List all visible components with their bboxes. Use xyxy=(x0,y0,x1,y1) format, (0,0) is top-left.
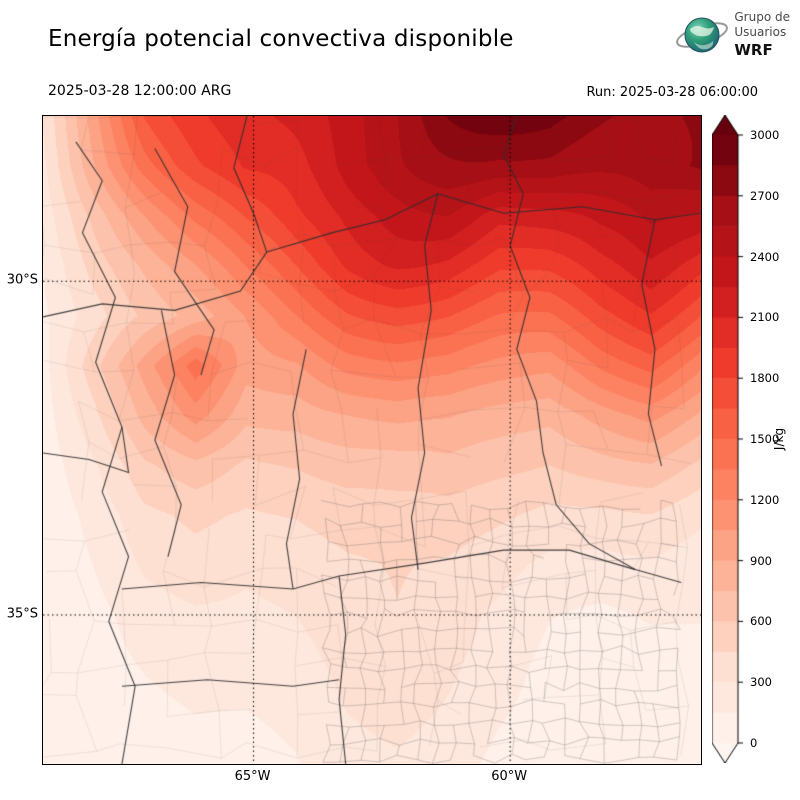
map-canvas xyxy=(43,116,701,764)
logo-line-wrf: WRF xyxy=(734,41,773,59)
y-axis-tick-label: 30°S xyxy=(6,272,38,288)
wrf-logo: Grupo de Usuarios WRF xyxy=(676,10,790,60)
map-frame xyxy=(42,115,702,765)
colorbar-tick-label: 2700 xyxy=(750,188,780,203)
colorbar-tick-label: 2100 xyxy=(750,310,780,325)
x-axis-tick-label: 60°W xyxy=(491,769,528,784)
colorbar-tick-label: 3000 xyxy=(750,128,780,142)
colorbar-tick-label: 0 xyxy=(750,736,758,750)
run-time-label: Run: 2025-03-28 06:00:00 xyxy=(586,85,758,100)
colorbar-canvas xyxy=(712,115,745,763)
wrf-logo-text: Grupo de Usuarios WRF xyxy=(734,10,790,60)
colorbar: 0 300 600 900 1200 1500 1800 2100 2400 2700 3000 xyxy=(712,115,800,763)
logo-line-grupo: Grupo de xyxy=(734,10,790,24)
colorbar-tick-label: 1200 xyxy=(750,492,780,507)
colorbar-tick-label: 1500 xyxy=(750,432,780,446)
x-axis-tick-label: 65°W xyxy=(234,769,271,784)
colorbar-tick-label: 900 xyxy=(750,553,772,568)
page-title: Energía potencial convectiva disponible xyxy=(48,26,514,52)
colorbar-tick-label: 1800 xyxy=(750,371,780,386)
colorbar-tick-label: 600 xyxy=(750,614,772,629)
colorbar-tick-label: 300 xyxy=(750,675,772,690)
valid-time-label: 2025-03-28 12:00:00 ARG xyxy=(48,83,232,99)
y-axis-tick-label: 35°S xyxy=(6,606,38,622)
colorbar-unit-label: J/kg xyxy=(772,427,787,451)
logo-line-usuarios: Usuarios xyxy=(734,25,787,39)
globe-icon xyxy=(676,17,729,53)
colorbar-tick-label: 2400 xyxy=(750,249,780,264)
